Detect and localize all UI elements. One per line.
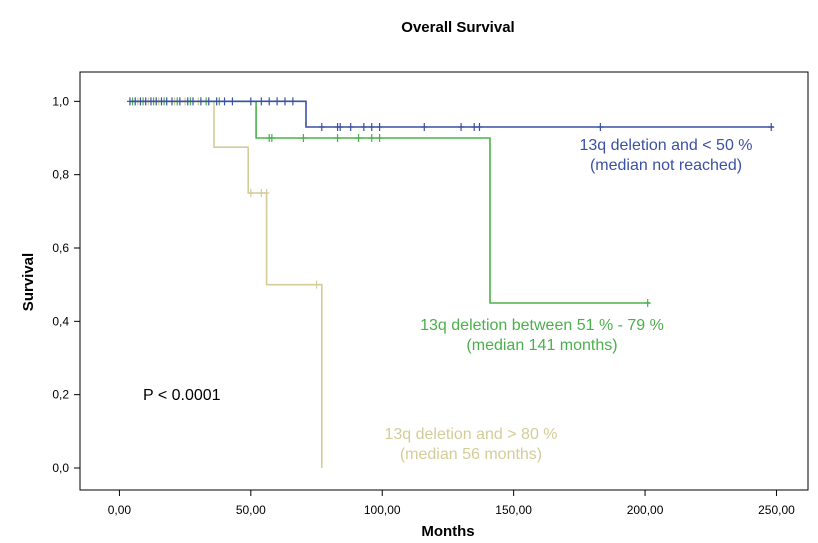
censored-mark (163, 97, 170, 106)
censored-mark (421, 123, 428, 131)
censored-mark (368, 134, 375, 142)
series-label: (median 141 months) (466, 337, 617, 354)
x-axis-label: Months (421, 523, 474, 540)
y-axis: 0,0 0,2 0,4 0,6 0,8 1,0 (52, 94, 80, 475)
censored-mark (281, 97, 288, 106)
censored-mark (360, 123, 367, 131)
censored-mark (376, 134, 383, 142)
censored-mark (300, 134, 307, 142)
x-tick-label: 150,00 (495, 503, 532, 517)
censored-mark (644, 299, 651, 307)
censored-mark (266, 97, 273, 106)
censored-mark (247, 189, 254, 197)
censored-mark (337, 123, 344, 131)
x-tick-label: 100,00 (364, 503, 401, 517)
censored-mark (597, 123, 604, 131)
x-tick-label: 50,00 (236, 503, 266, 517)
censored-mark (368, 123, 375, 131)
censored-mark (213, 97, 220, 106)
plot-frame (79, 71, 809, 491)
series-label: 13q deletion and < 50 % (579, 137, 752, 154)
censored-mark (258, 97, 265, 106)
censored-mark (318, 123, 325, 131)
censored-mark (313, 280, 320, 289)
censored-mark (768, 123, 775, 131)
series-layer (126, 97, 775, 468)
censored-mark (274, 97, 281, 106)
x-tick-label: 200,00 (627, 503, 664, 517)
y-tick-label: 0,4 (52, 314, 69, 328)
x-tick-label: 250,00 (758, 503, 795, 517)
censored-mark (476, 123, 483, 131)
censored-mark (263, 189, 270, 197)
censored-mark (289, 97, 296, 106)
censored-mark (347, 123, 354, 131)
censored-mark (258, 189, 265, 197)
series-label: (median 56 months) (400, 446, 542, 463)
censored-mark (268, 134, 275, 142)
censored-mark (458, 123, 465, 131)
chart-title: Overall Survival (401, 19, 514, 36)
censored-mark (176, 97, 183, 106)
censored-mark (153, 97, 160, 106)
y-tick-label: 1,0 (52, 94, 69, 108)
series-label: (median not reached) (590, 157, 742, 174)
x-axis: 0,00 50,00 100,00 150,00 200,00 250,00 (108, 490, 795, 517)
censored-mark (471, 123, 478, 131)
series-label: 13q deletion between 51 % - 79 % (420, 317, 664, 334)
censored-mark (229, 97, 236, 106)
series-labels: 13q deletion and < 50 % (median not reach… (384, 137, 752, 463)
censored-mark (126, 97, 133, 106)
series-1 (126, 97, 775, 131)
censored-mark (205, 97, 212, 106)
x-tick-label: 0,00 (108, 503, 132, 517)
censored-mark (197, 97, 204, 106)
censored-mark (376, 123, 383, 131)
series-label: 13q deletion and > 80 % (384, 426, 557, 443)
censored-mark (168, 97, 175, 106)
censored-mark (190, 97, 197, 106)
censored-mark (355, 134, 362, 142)
y-axis-label: Survival (20, 253, 37, 311)
censored-mark (147, 97, 154, 106)
y-tick-label: 0,0 (52, 461, 69, 475)
censored-mark (158, 97, 165, 106)
y-tick-label: 0,2 (52, 388, 69, 402)
censored-mark (142, 97, 149, 106)
y-tick-label: 0,6 (52, 241, 69, 255)
y-tick-label: 0,8 (52, 168, 69, 182)
censored-mark (334, 134, 341, 142)
censored-mark (184, 97, 191, 106)
p-value-annotation: P < 0.0001 (143, 387, 221, 404)
censored-mark (247, 97, 254, 106)
censored-mark (221, 97, 228, 106)
censored-mark (137, 97, 144, 106)
censored-mark (132, 97, 139, 106)
